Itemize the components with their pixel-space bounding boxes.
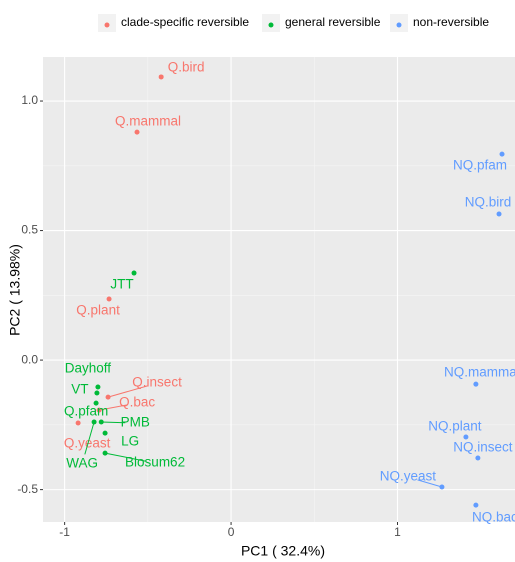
point-label: Q.bird bbox=[168, 60, 205, 75]
point bbox=[463, 434, 469, 440]
point bbox=[102, 450, 108, 456]
point-label: NQ.plant bbox=[428, 419, 482, 434]
label-segment bbox=[98, 404, 128, 411]
y-tick-label: -0.5 bbox=[17, 482, 38, 496]
point-label: NQ.insect bbox=[453, 440, 513, 455]
y-tick-label: 0.0 bbox=[21, 352, 38, 366]
point bbox=[95, 384, 101, 390]
point-label: WAG bbox=[66, 456, 98, 471]
point-label: NQ.mammal bbox=[444, 365, 515, 380]
point-label: Q.bac bbox=[119, 395, 155, 410]
point bbox=[102, 430, 108, 436]
point-label: PMB bbox=[121, 415, 150, 430]
point bbox=[105, 394, 111, 400]
point bbox=[98, 419, 104, 425]
label-segment bbox=[101, 421, 126, 424]
point bbox=[473, 502, 479, 508]
y-tick-label: 1.0 bbox=[21, 93, 38, 107]
legend-symbol bbox=[104, 22, 110, 28]
point-label: Q.mammal bbox=[115, 114, 181, 129]
label-segment bbox=[107, 385, 148, 398]
point-label: Q.pfam bbox=[64, 404, 108, 419]
point bbox=[106, 296, 112, 302]
point bbox=[439, 484, 445, 490]
point-label: Q.plant bbox=[76, 303, 120, 318]
label-segment bbox=[104, 452, 146, 462]
point bbox=[93, 400, 99, 406]
x-tick-label: 1 bbox=[394, 525, 401, 539]
point-label: VT bbox=[71, 382, 88, 397]
point bbox=[134, 129, 140, 135]
point bbox=[158, 74, 164, 80]
y-tick-label: 0.5 bbox=[21, 223, 38, 237]
point-label: Blosum62 bbox=[125, 455, 185, 470]
point bbox=[91, 419, 97, 425]
point bbox=[496, 211, 502, 217]
point-label: LG bbox=[121, 434, 139, 449]
x-tick-label: 0 bbox=[228, 525, 235, 539]
label-segment bbox=[84, 421, 95, 455]
point-label: NQ.bac bbox=[472, 510, 515, 525]
label-segment bbox=[417, 479, 443, 488]
y-axis-label: PC2 ( 13.98%) bbox=[7, 244, 23, 336]
legend-label: non-reversible bbox=[413, 15, 489, 29]
point-label: NQ.yeast bbox=[380, 469, 437, 484]
point bbox=[96, 407, 102, 413]
point bbox=[94, 390, 100, 396]
point bbox=[473, 381, 479, 387]
legend-label: clade-specific reversible bbox=[121, 15, 249, 29]
point-label: Q.insect bbox=[132, 375, 182, 390]
point bbox=[131, 270, 137, 276]
panel bbox=[43, 57, 515, 522]
point-label: NQ.pfam bbox=[453, 158, 507, 173]
point-label: Dayhoff bbox=[65, 361, 112, 376]
point bbox=[75, 420, 81, 426]
point-label: Q.yeast bbox=[64, 436, 111, 451]
legend-symbol bbox=[268, 22, 274, 28]
legend-symbol bbox=[396, 22, 402, 28]
x-tick-label: -1 bbox=[59, 525, 70, 539]
x-axis-label: PC1 ( 32.4%) bbox=[241, 543, 325, 559]
point bbox=[475, 455, 481, 461]
point-label: JTT bbox=[110, 277, 133, 292]
point bbox=[499, 151, 505, 157]
point-label: NQ.bird bbox=[465, 195, 512, 210]
legend-label: general reversible bbox=[285, 15, 381, 29]
